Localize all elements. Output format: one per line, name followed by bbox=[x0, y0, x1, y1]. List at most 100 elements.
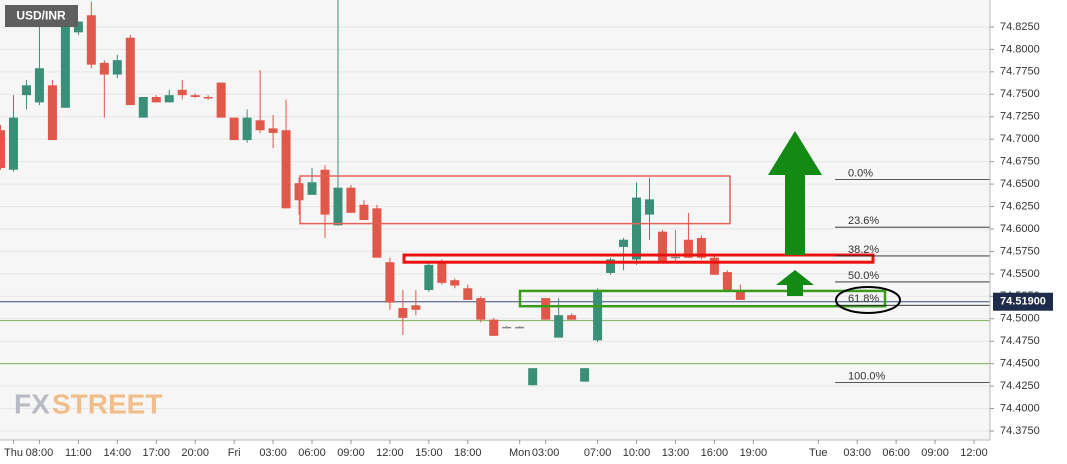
y-tick-label: 74.4500 bbox=[1000, 358, 1040, 370]
x-tick-label: 11:00 bbox=[65, 447, 92, 459]
candle-body bbox=[333, 187, 343, 226]
y-tick-label: 74.5500 bbox=[1000, 268, 1040, 280]
candle-body bbox=[294, 183, 304, 201]
candle-body bbox=[190, 95, 200, 97]
candle-body bbox=[593, 290, 603, 341]
x-tick-label: Thu bbox=[4, 447, 23, 459]
candle-body bbox=[696, 237, 706, 258]
x-tick-label: 14:00 bbox=[104, 447, 132, 459]
candle-body bbox=[424, 264, 434, 291]
candle-body bbox=[709, 257, 719, 275]
candle-body bbox=[34, 68, 44, 103]
x-tick-label: 10:00 bbox=[623, 447, 651, 459]
candle-body bbox=[255, 120, 265, 131]
logo-street: STREET bbox=[52, 388, 162, 419]
y-tick-label: 74.7250 bbox=[1000, 111, 1040, 123]
x-tick-label: 06:00 bbox=[882, 447, 910, 459]
candle-body bbox=[372, 208, 382, 258]
x-tick-label: 07:00 bbox=[584, 447, 612, 459]
marks bbox=[0, 0, 745, 386]
candle-body bbox=[86, 15, 96, 65]
candle-body bbox=[216, 82, 226, 118]
candle-body bbox=[437, 262, 447, 283]
candle-body bbox=[177, 89, 187, 96]
overlay: 0.0% 23.6% 38.2% 50.0% 61.8% 100.0% bbox=[299, 131, 990, 383]
x-tick-label: 03:00 bbox=[532, 447, 560, 459]
candle-body bbox=[619, 239, 629, 247]
symbol: USD/INR bbox=[16, 9, 66, 23]
y-tick-label: 74.8000 bbox=[1000, 43, 1040, 55]
candle-body bbox=[463, 288, 473, 300]
fib-label: 38.2% bbox=[848, 244, 879, 256]
y-tick-label: 74.4000 bbox=[1000, 402, 1040, 414]
candle-body bbox=[632, 197, 642, 260]
y-tick-label: 74.4250 bbox=[1000, 380, 1040, 392]
candle-body bbox=[528, 368, 538, 386]
x-tick-label: 19:00 bbox=[740, 447, 768, 459]
candle-body bbox=[411, 305, 421, 310]
candle-body bbox=[0, 130, 5, 168]
candle-body bbox=[645, 199, 654, 215]
arrow-up bbox=[768, 131, 822, 255]
x-tick-label: 03:00 bbox=[259, 447, 287, 459]
fib-label: 61.8% bbox=[848, 293, 879, 305]
candle-body bbox=[229, 117, 239, 141]
y-tick-label: 74.7000 bbox=[1000, 133, 1040, 145]
y-tick-label: 74.6750 bbox=[1000, 156, 1040, 168]
candle-body bbox=[21, 85, 31, 96]
x-tick-label: 13:00 bbox=[662, 447, 690, 459]
candle-body bbox=[203, 96, 213, 99]
candle-body bbox=[242, 117, 252, 141]
logo-fx: FX bbox=[14, 388, 50, 419]
fib-label: 0.0% bbox=[848, 167, 873, 179]
x-tick-label: 09:00 bbox=[337, 447, 365, 459]
candle-body bbox=[476, 298, 486, 320]
candle-body bbox=[138, 96, 148, 118]
y-tick-label: 74.5750 bbox=[1000, 245, 1040, 257]
candle-body bbox=[112, 60, 122, 75]
grid bbox=[0, 26, 990, 432]
candle-body bbox=[8, 117, 18, 170]
symbol-box bbox=[5, 5, 78, 27]
candle-body bbox=[606, 259, 616, 273]
fib-label: 100.0% bbox=[848, 370, 886, 382]
candle-body bbox=[320, 169, 330, 215]
candle-body bbox=[359, 204, 369, 220]
price-tag bbox=[993, 292, 1053, 311]
candle-body bbox=[735, 290, 745, 300]
candle-body bbox=[151, 96, 161, 103]
candle-body bbox=[502, 326, 512, 329]
candle-body bbox=[99, 62, 109, 75]
x-tick-label: 12:00 bbox=[960, 447, 988, 459]
x-tick-label: Tue bbox=[809, 447, 828, 459]
candle-body bbox=[281, 130, 291, 209]
candle-body bbox=[164, 95, 174, 103]
candle-body bbox=[554, 315, 564, 338]
y-tick-label: 74.6250 bbox=[1000, 200, 1040, 212]
x-tick-label: Fri bbox=[228, 447, 241, 459]
candle-body bbox=[541, 298, 551, 320]
x-tick-label: 17:00 bbox=[142, 447, 170, 459]
candle-body bbox=[47, 85, 57, 141]
x-tick-label: 03:00 bbox=[843, 447, 871, 459]
x-tick-label: 06:00 bbox=[298, 447, 326, 459]
candle-body bbox=[580, 368, 590, 382]
fib-label: 23.6% bbox=[848, 215, 879, 227]
candle-body bbox=[567, 315, 577, 320]
candle-body bbox=[450, 280, 460, 286]
highlight-ellipse bbox=[835, 286, 901, 314]
arrow-up bbox=[776, 270, 814, 296]
candle-body bbox=[515, 326, 525, 329]
y-tick-label: 74.3750 bbox=[1000, 425, 1040, 437]
zone-box bbox=[299, 175, 731, 225]
candle-body bbox=[657, 231, 667, 263]
y-tick-label: 74.6500 bbox=[1000, 178, 1040, 190]
y-tick-label: 74.7750 bbox=[1000, 66, 1040, 78]
candle-body bbox=[60, 21, 70, 108]
zone-box bbox=[402, 253, 875, 264]
zone-box bbox=[518, 289, 887, 308]
candle-body bbox=[489, 319, 499, 336]
y-tick-label: 74.7500 bbox=[1000, 88, 1040, 100]
candle-body bbox=[307, 182, 317, 195]
candle-body bbox=[385, 262, 395, 303]
